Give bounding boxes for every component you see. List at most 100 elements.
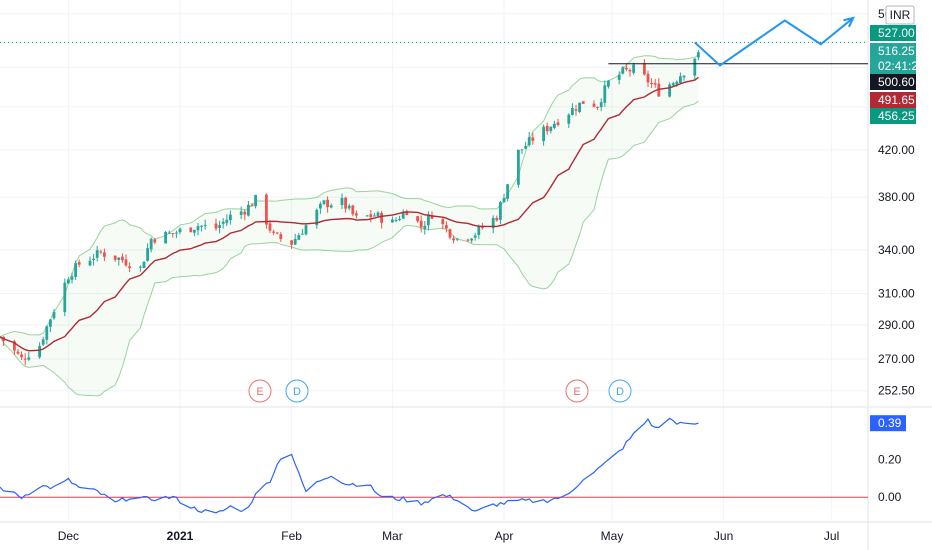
candle xyxy=(520,149,524,155)
candle-body xyxy=(419,220,423,228)
candle-body xyxy=(581,101,585,104)
candle-body xyxy=(376,212,380,216)
event-letter: D xyxy=(616,386,624,398)
indicator-tick-label: 0.00 xyxy=(878,490,902,504)
candle-body xyxy=(272,231,275,233)
candle xyxy=(70,272,74,284)
candle xyxy=(452,235,455,244)
candle-body xyxy=(643,63,646,75)
candle xyxy=(466,238,470,242)
candle xyxy=(650,78,653,88)
candle xyxy=(671,81,675,87)
price-tag-box xyxy=(870,92,916,108)
candle-body xyxy=(49,319,52,327)
candle xyxy=(128,262,131,273)
candle xyxy=(225,214,229,227)
candle xyxy=(542,124,545,146)
candle-body xyxy=(189,227,193,233)
indicator-tick-label: 0.20 xyxy=(878,452,902,466)
price-tag-value: 456.25 xyxy=(878,109,915,123)
candle-body xyxy=(617,74,621,80)
drawing-tools[interactable] xyxy=(0,16,868,67)
candle xyxy=(423,221,427,235)
candle xyxy=(304,223,308,236)
candle-body xyxy=(697,52,700,58)
candle-body xyxy=(592,103,596,107)
candle-body xyxy=(221,221,225,224)
candle xyxy=(142,261,146,269)
event-marker-d[interactable]: D xyxy=(285,379,309,403)
candle xyxy=(45,325,49,345)
candle-body xyxy=(527,137,531,146)
candle-body xyxy=(304,225,308,235)
time-tick-label: 2021 xyxy=(167,529,194,543)
candle-body xyxy=(265,194,268,225)
axes: 420.00 380.00 340.00 310.00 290.00 270.00 252.… xyxy=(58,7,915,543)
candle xyxy=(419,215,423,233)
event-marker-d[interactable]: D xyxy=(608,379,632,403)
candle xyxy=(139,265,142,272)
candle-body xyxy=(441,219,445,225)
candle-body xyxy=(373,215,376,217)
candle-body xyxy=(405,212,409,216)
candle xyxy=(477,224,481,240)
candle xyxy=(99,249,103,255)
candle xyxy=(164,231,167,244)
candle xyxy=(679,72,682,85)
candle-body xyxy=(315,209,319,226)
candle-body xyxy=(92,258,95,261)
currency-tag[interactable]: INR xyxy=(885,5,915,25)
event-marker-e[interactable]: E xyxy=(565,379,589,403)
price-tick-label: 252.50 xyxy=(878,384,915,398)
candle-body xyxy=(279,234,283,240)
candle xyxy=(88,256,92,267)
candle-body xyxy=(196,226,200,231)
candle xyxy=(149,237,153,253)
candle xyxy=(502,193,506,203)
candle-body xyxy=(293,238,297,245)
candle xyxy=(265,193,268,229)
bollinger-bands xyxy=(0,54,699,397)
candle xyxy=(553,120,556,130)
price-tag-box xyxy=(870,108,916,124)
candle-body xyxy=(668,84,671,97)
candle-body xyxy=(542,126,545,142)
candle xyxy=(517,149,520,188)
candle-body xyxy=(452,238,455,241)
candle xyxy=(193,229,196,237)
time-tick-label: May xyxy=(601,529,624,543)
indicator-pane xyxy=(0,417,868,514)
candle xyxy=(340,193,344,210)
candle-body xyxy=(128,266,131,269)
price-tag: 491.65 xyxy=(870,92,916,108)
candle-body xyxy=(153,239,157,243)
candle-body xyxy=(495,217,499,221)
currency-box xyxy=(885,5,915,25)
price-tag-value: 516.25 xyxy=(878,44,915,58)
candle-body xyxy=(149,238,153,250)
price-tick-label: 380.00 xyxy=(878,190,915,204)
candle-body xyxy=(571,107,574,115)
candle xyxy=(527,132,531,147)
candle-body xyxy=(520,149,524,151)
candle-body xyxy=(671,83,675,86)
candle-body xyxy=(200,225,203,227)
price-tag-box xyxy=(870,74,916,90)
candle xyxy=(153,238,157,245)
lower-band-line xyxy=(0,100,699,397)
candle xyxy=(455,238,459,242)
candle-body xyxy=(290,240,293,245)
countdown-label: 02:41:26 xyxy=(878,59,925,73)
candle-body xyxy=(657,83,661,97)
candle xyxy=(229,210,232,225)
moving-average-line xyxy=(0,76,699,352)
candle xyxy=(567,113,571,128)
candle xyxy=(499,200,502,225)
candle xyxy=(200,225,203,232)
projection-path[interactable] xyxy=(694,17,854,67)
candle xyxy=(427,211,430,231)
event-marker-e[interactable]: E xyxy=(248,379,272,403)
candle-body xyxy=(470,238,473,241)
